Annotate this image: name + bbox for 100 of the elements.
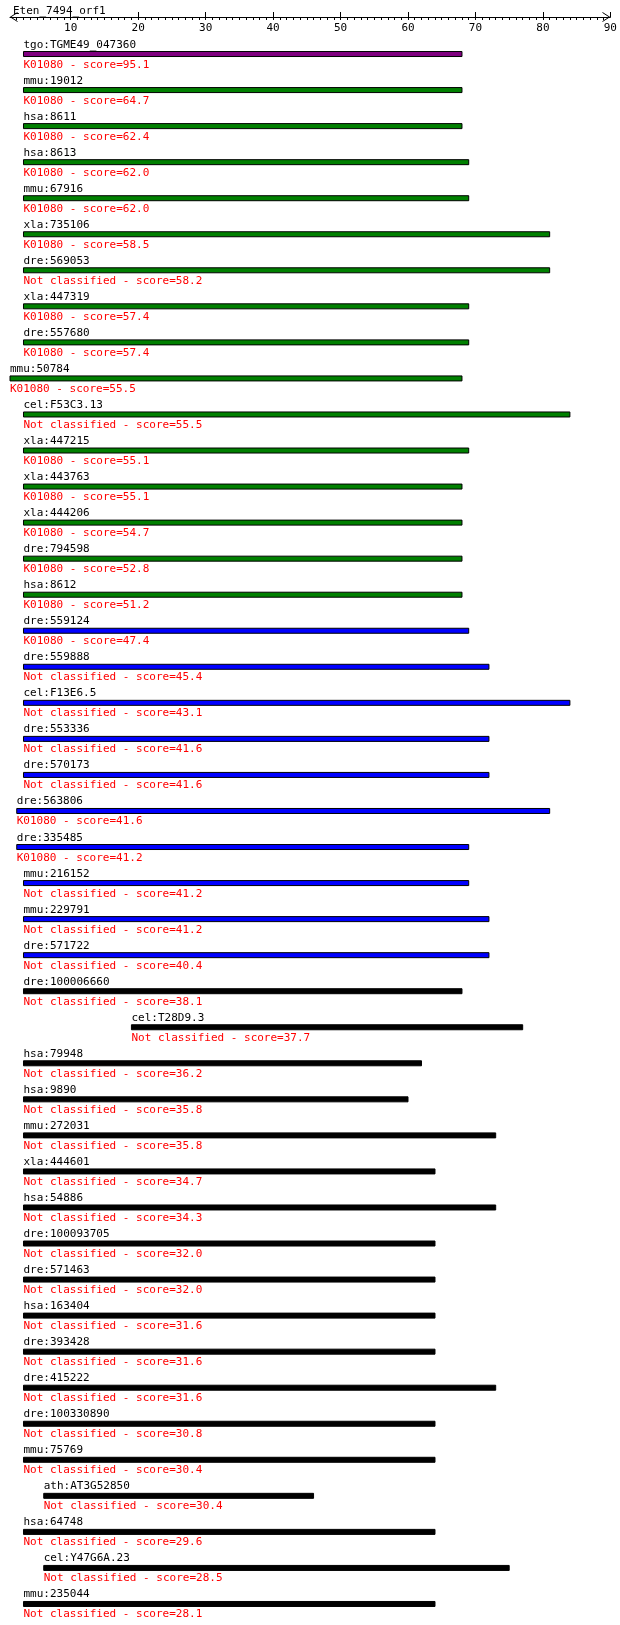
- y-tick-label: dre:559888: [23, 650, 90, 664]
- bar: [22, 591, 463, 598]
- y-tick-label: mmu:216152: [23, 866, 90, 880]
- bar: [22, 1132, 497, 1139]
- bar: [22, 880, 470, 887]
- y-tick-label: hsa:79948: [23, 1046, 84, 1060]
- y-tick-label: xla:444206: [23, 506, 90, 520]
- y-tick-label: mmu:50784: [10, 361, 70, 375]
- y-tick-label: hsa:163404: [23, 1299, 91, 1313]
- x-tick-label: 50: [333, 21, 348, 34]
- annotation: K01080 - score=62.4: [23, 129, 150, 143]
- y-tick-label: mmu:229791: [23, 902, 90, 916]
- annotation: Not classified - score=32.0: [23, 1247, 203, 1261]
- y-tick-label: mmu:75769: [23, 1443, 84, 1457]
- y-tick-label: dre:415222: [23, 1371, 90, 1385]
- x-tick-label: 10: [64, 21, 78, 34]
- y-tick-label: dre:571722: [23, 938, 90, 952]
- y-tick-label: dre:557680: [23, 325, 90, 339]
- bar: [22, 1168, 436, 1175]
- bar: [22, 916, 490, 923]
- y-tick-label: ath:AT3G52850: [43, 1479, 130, 1493]
- bar: [9, 375, 463, 382]
- y-tick-label: dre:559124: [23, 614, 91, 628]
- y-tick-label: mmu:19012: [23, 73, 84, 87]
- y-tick-label: xla:735106: [23, 217, 90, 231]
- bar: [22, 988, 463, 995]
- annotation: Not classified - score=38.1: [23, 994, 203, 1008]
- y-tick-label: dre:570173: [23, 758, 90, 772]
- y-tick-label: dre:553336: [23, 722, 90, 736]
- bar: [22, 1600, 436, 1607]
- x-tick-label: 90: [603, 21, 617, 34]
- annotation: K01080 - score=57.4: [23, 345, 150, 359]
- y-tick-label: hsa:8612: [23, 578, 77, 592]
- annotation: Not classified - score=29.6: [23, 1535, 203, 1549]
- y-tick-label: cel:T28D9.3: [131, 1010, 205, 1024]
- y-tick-label: dre:563806: [16, 794, 83, 808]
- annotation: Not classified - score=43.1: [23, 706, 203, 720]
- bar: [22, 663, 490, 670]
- y-tick-label: dre:100006660: [23, 974, 110, 988]
- annotation: Not classified - score=30.4: [43, 1499, 223, 1513]
- bar: [22, 627, 470, 634]
- y-tick-label: hsa:8611: [23, 109, 77, 123]
- bar: [22, 447, 470, 454]
- annotation: K01080 - score=57.4: [23, 309, 150, 323]
- y-tick-label: dre:571463: [23, 1263, 90, 1277]
- y-tick-label: cel:Y47G6A.23: [43, 1551, 130, 1565]
- annotation: Not classified - score=58.2: [23, 273, 203, 287]
- annotation: K01080 - score=41.2: [16, 850, 143, 864]
- bar: [22, 1060, 422, 1067]
- bar: [130, 1024, 524, 1031]
- bar: [22, 952, 490, 959]
- bar: [22, 231, 551, 238]
- y-tick-label: cel:F53C3.13: [23, 397, 103, 411]
- annotation: Not classified - score=34.7: [23, 1174, 203, 1188]
- x-tick-label: 70: [468, 21, 483, 34]
- annotation: K01080 - score=55.5: [10, 381, 136, 395]
- annotation: Not classified - score=41.6: [23, 742, 203, 756]
- bar: [22, 123, 463, 130]
- annotation: K01080 - score=55.1: [23, 454, 150, 468]
- y-tick-label: xla:447215: [23, 434, 90, 448]
- y-tick-label: mmu:235044: [23, 1587, 91, 1601]
- bar: [22, 771, 490, 778]
- bar: [22, 1348, 436, 1355]
- annotation: Not classified - score=31.6: [23, 1355, 203, 1369]
- annotation: K01080 - score=51.2: [23, 598, 150, 612]
- y-tick-label: dre:100093705: [23, 1227, 110, 1241]
- y-tick-label: dre:100330890: [23, 1407, 110, 1421]
- y-tick-label: dre:393428: [23, 1335, 90, 1349]
- annotation: K01080 - score=41.6: [16, 814, 143, 828]
- annotation: Not classified - score=32.0: [23, 1283, 203, 1297]
- annotation: Not classified - score=37.7: [131, 1030, 311, 1044]
- x-tick-label: 20: [131, 21, 145, 34]
- bar: [22, 1276, 436, 1283]
- annotation: K01080 - score=55.1: [23, 490, 150, 504]
- annotation: Not classified - score=28.1: [23, 1607, 203, 1621]
- annotation: K01080 - score=64.7: [23, 93, 150, 107]
- bar: [22, 519, 463, 526]
- bar: [22, 1096, 409, 1103]
- bar: [22, 267, 551, 274]
- annotation: K01080 - score=54.7: [23, 526, 150, 540]
- y-tick-label: hsa:64748: [23, 1515, 84, 1529]
- bar: [22, 1240, 436, 1247]
- bar: [22, 483, 463, 490]
- annotation: Not classified - score=41.2: [23, 922, 203, 936]
- annotation: K01080 - score=62.0: [23, 165, 150, 179]
- bar: [22, 735, 490, 742]
- annotation: Not classified - score=35.8: [23, 1138, 203, 1152]
- bar: [22, 1456, 436, 1463]
- annotation: Not classified - score=41.6: [23, 778, 203, 792]
- annotation: Not classified - score=55.5: [23, 417, 203, 431]
- bar: [22, 1204, 497, 1211]
- bar: [22, 303, 470, 310]
- x-tick-label: 80: [536, 21, 550, 34]
- annotation: Not classified - score=34.3: [23, 1210, 203, 1224]
- annotation: K01080 - score=47.4: [23, 634, 150, 648]
- x-tick-label: 60: [401, 21, 415, 34]
- bar: [22, 699, 571, 706]
- annotation: K01080 - score=95.1: [23, 57, 150, 71]
- x-tick-label: 40: [266, 21, 280, 34]
- y-tick-label: hsa:9890: [23, 1082, 77, 1096]
